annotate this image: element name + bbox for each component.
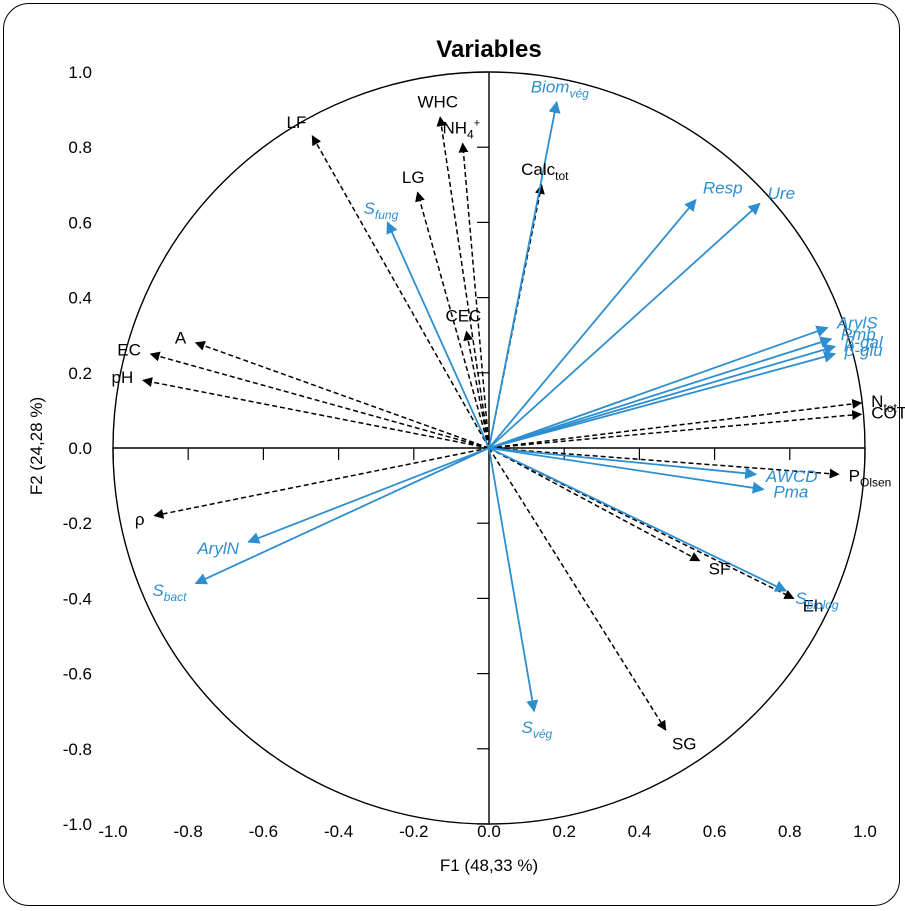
label-eh: Eh [803, 596, 824, 615]
label-sf: SF [709, 559, 731, 578]
label-ure: Ure [768, 184, 795, 203]
vector-aryls [488, 325, 829, 449]
vector-pmb [488, 336, 833, 449]
vector-glu [488, 351, 837, 449]
variable-vectors [142, 100, 863, 731]
label-s-biolog: Sbiolog [795, 589, 839, 612]
y-tick-label: -0.8 [63, 740, 92, 759]
vector-cot [488, 409, 863, 449]
label-awcd: AWCD [765, 467, 818, 486]
vector-s-bact [194, 447, 490, 585]
label-aryls: ArylS [836, 313, 878, 332]
x-tick-label: -1.0 [98, 822, 127, 841]
label-biom-v-g: Biomvég [531, 77, 589, 100]
label-s-bact: Sbact [152, 581, 187, 604]
label-cot: COT [871, 404, 905, 423]
x-tick-label: 1.0 [853, 822, 877, 841]
label-ph: pH [111, 368, 133, 387]
vector-lf [311, 135, 490, 449]
vector-ure [488, 202, 761, 449]
label-nh-4: NH4+ [442, 117, 480, 141]
label-whc: WHC [417, 92, 458, 111]
x-tick-label: 0.0 [477, 822, 501, 841]
label-lg: LG [402, 168, 425, 187]
x-axis-label: F1 (48,33 %) [440, 856, 538, 875]
y-tick-label: -0.4 [63, 589, 92, 608]
vector-p-olsen [488, 447, 840, 479]
vector-biom-v-g [488, 100, 561, 449]
vector-ph [142, 377, 490, 449]
label-sg: SG [672, 735, 697, 754]
x-tick-label: 0.4 [628, 822, 652, 841]
label-aryln: ArylN [196, 539, 239, 558]
x-tick-label: 0.8 [778, 822, 802, 841]
vector-resp [488, 198, 697, 449]
x-tick-label: 0.6 [703, 822, 727, 841]
y-tick-label: 0.6 [68, 213, 92, 232]
vector- [153, 447, 490, 519]
label-pma: Pma [773, 483, 808, 502]
chart-frame [3, 3, 900, 906]
label-glu: β-glu [844, 341, 884, 360]
y-tick-label: -0.6 [63, 665, 92, 684]
vector-s-biolog [488, 447, 788, 592]
label-cec: CEC [445, 307, 481, 326]
y-tick-label: 1.0 [68, 63, 92, 82]
vector-pma [488, 447, 765, 494]
label-: ρ [135, 510, 145, 529]
label-s-fung: Sfung [364, 199, 399, 222]
x-tick-label: -0.6 [249, 822, 278, 841]
vector-nh-4 [458, 142, 490, 449]
y-tick-label: 0.8 [68, 138, 92, 157]
vector-n-tot [488, 398, 863, 449]
y-tick-label: 0.2 [68, 364, 92, 383]
x-tick-label: 0.2 [552, 822, 576, 841]
vector-ec [149, 351, 490, 449]
label-lf: LF [286, 113, 306, 132]
x-tick-label: -0.8 [174, 822, 203, 841]
vector-cec [463, 330, 490, 449]
vector-awcd [488, 447, 758, 480]
vector-gal [488, 343, 837, 449]
y-tick-label: -0.2 [63, 514, 92, 533]
y-tick-label: -1.0 [63, 815, 92, 834]
vector-lg [415, 191, 490, 449]
label-n-tot: Ntot [871, 392, 897, 415]
label-a: A [175, 328, 187, 347]
vector-s-v-g [488, 447, 539, 713]
label-p-olsen: POlsen [849, 467, 892, 490]
label-resp: Resp [703, 179, 743, 198]
label-pmb: Pmb [841, 325, 876, 344]
y-tick-label: 0.0 [68, 439, 92, 458]
y-tick-label: 0.4 [68, 289, 92, 308]
vector-s-fung [386, 221, 490, 449]
x-tick-label: -0.2 [399, 822, 428, 841]
label-calc-tot: Calctot [521, 160, 569, 183]
unit-circle [112, 71, 866, 825]
vector-a [194, 341, 490, 449]
y-axis-label: F2 (24,28 %) [27, 397, 46, 495]
chart-title: Variables [436, 36, 541, 63]
unit-circle-layer [112, 71, 866, 825]
label-s-v-g: Svég [521, 718, 552, 741]
x-tick-label: -0.4 [324, 822, 353, 841]
label-ec: EC [117, 341, 141, 360]
tick-labels: -1.0 -0.8 -0.6 -0.4 -0.2 0.0 0.2 0.4 0.6 0.8 1.0 1.… [63, 63, 877, 841]
vector-aryln [247, 447, 490, 544]
label-gal: β-gal [844, 333, 884, 352]
